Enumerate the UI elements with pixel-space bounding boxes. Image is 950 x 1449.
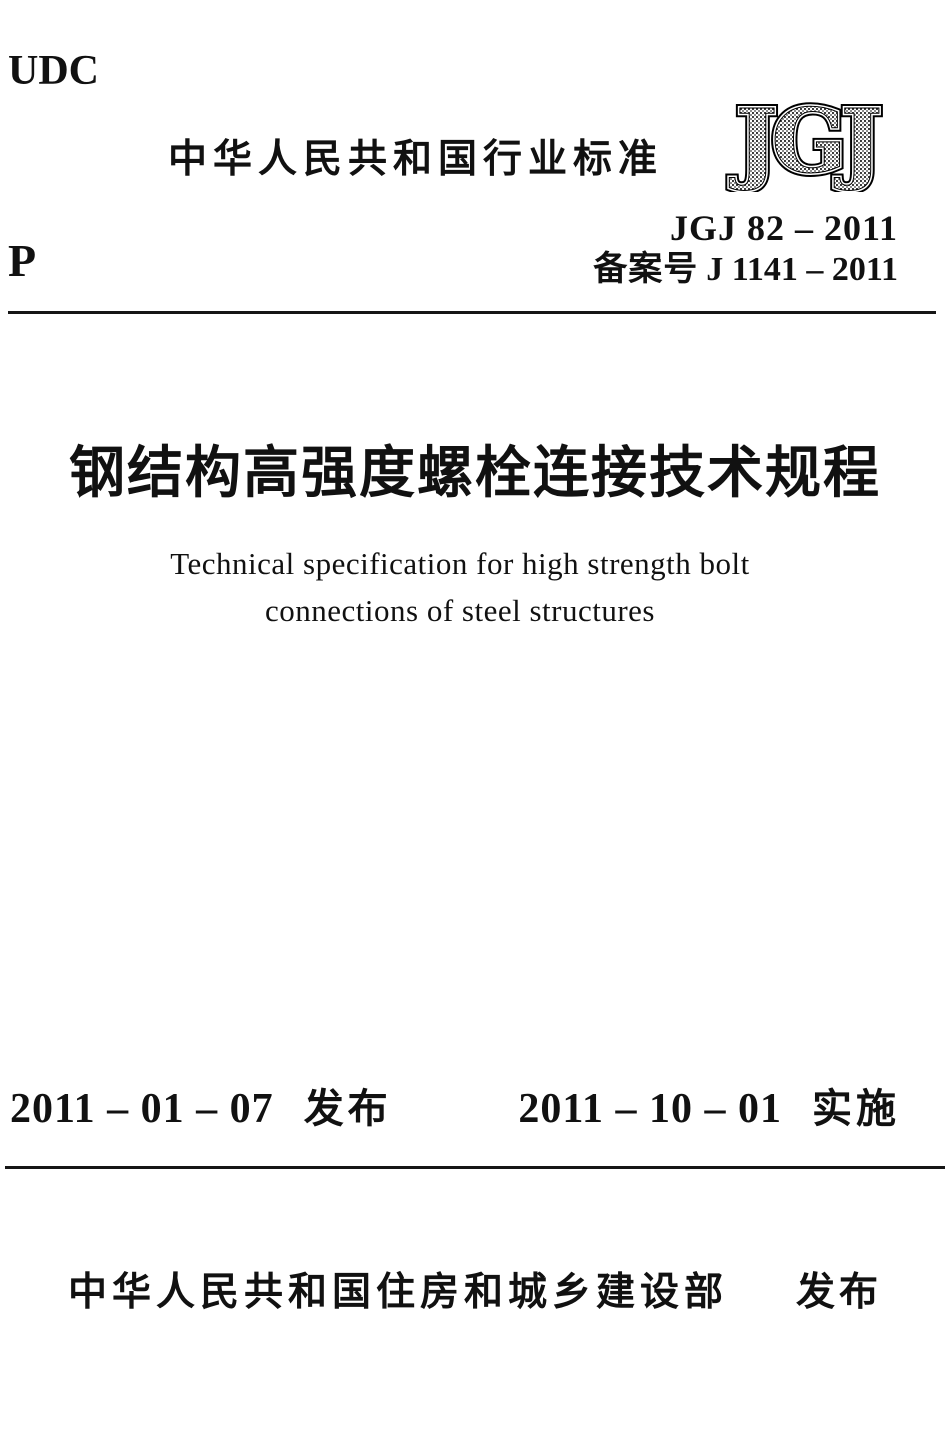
standard-title-en-line2: connections of steel structures [265, 593, 655, 628]
publish-action-label: 发布 [796, 1271, 883, 1314]
jgj-logo-graphic: JGJ JGJ JGJ [725, 85, 890, 197]
jgj-logo-inner-halo: JGJ [729, 92, 880, 192]
publisher-name: 中华人民共和国住房和城乡建设部 [67, 1271, 728, 1314]
dates-row: 2011 – 01 – 07 发布 2011 – 10 – 01 实施 [10, 1088, 900, 1130]
jgj-logo: JGJ JGJ JGJ [708, 85, 904, 197]
effective-label: 实施 [812, 1087, 900, 1131]
standard-type-title: 中华人民共和国行业标准 [168, 138, 664, 181]
jgj-logo-outline: JGJ [729, 92, 880, 192]
top-divider [8, 311, 936, 314]
effective-date: 2011 – 10 – 01 [518, 1086, 782, 1132]
record-number: 备案号 J 1141 – 2011 [593, 252, 898, 287]
record-number-value: J 1141 – 2011 [706, 251, 898, 288]
classification-mark: P [8, 235, 37, 286]
standard-title-en-line1: Technical specification for high strengt… [170, 546, 750, 581]
standard-title-en: Technical specification for high strengt… [0, 540, 920, 634]
standard-number: JGJ 82 – 2011 [669, 208, 898, 248]
jgj-logo-fill: JGJ [729, 92, 880, 192]
effective-date-group: 2011 – 10 – 01 实施 [518, 1088, 900, 1130]
record-number-label: 备案号 [593, 250, 699, 288]
standard-title-zh: 钢结构高强度螺栓连接技术规程 [69, 443, 881, 505]
bottom-divider [5, 1166, 945, 1169]
issue-date-group: 2011 – 01 – 07 发布 [10, 1088, 392, 1130]
publisher-row: 中华人民共和国住房和城乡建设部 发布 [0, 1270, 950, 1317]
issue-label: 发布 [303, 1087, 392, 1131]
issue-date: 2011 – 01 – 07 [10, 1086, 274, 1132]
udc-code: UDC [8, 48, 99, 94]
